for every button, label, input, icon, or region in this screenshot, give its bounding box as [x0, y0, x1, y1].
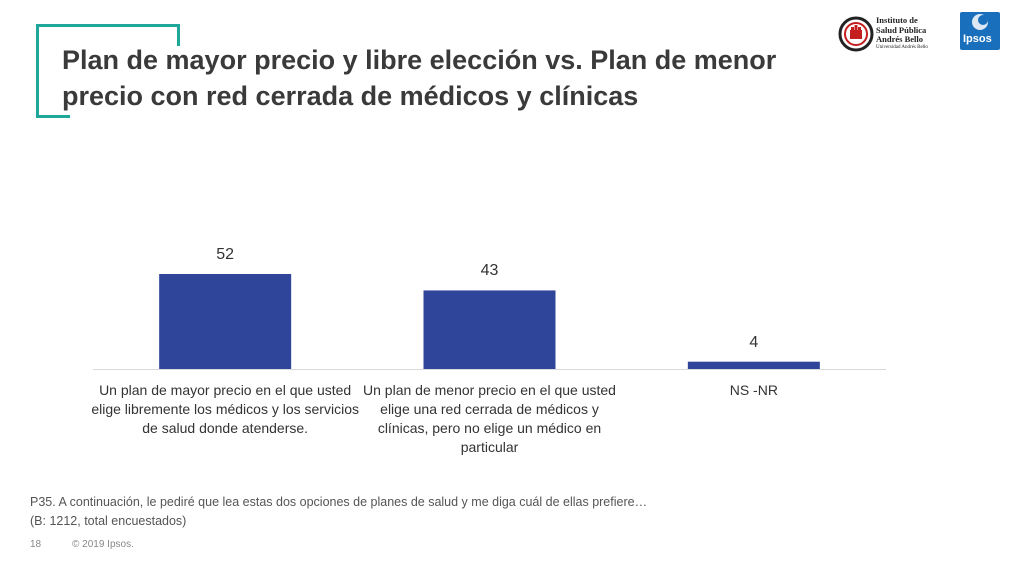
bar [159, 274, 292, 369]
institute-seal-icon [838, 16, 874, 52]
institute-subtitle: Universidad Andrés Bello [876, 45, 928, 50]
title-bracket-top [36, 24, 180, 27]
title-bracket-top-right [177, 24, 180, 46]
category-label: NS -NR [729, 382, 778, 398]
page-number: 18 [30, 539, 42, 550]
institute-name: Instituto de Salud Pública Andrés Bello [876, 15, 927, 45]
question-note: P35. A continuación, le pediré que lea e… [30, 493, 647, 531]
bar-value-label: 43 [480, 262, 499, 280]
institute-name-line: Andrés Bello [876, 34, 923, 44]
bar [423, 290, 556, 369]
category-label: Un plan de menor precio en el que usted … [363, 382, 616, 455]
copyright: © 2019 Ipsos. [72, 539, 134, 550]
bar-value-label: 52 [216, 246, 235, 263]
bar [687, 361, 820, 369]
ipsos-logo: Ipsos [960, 12, 1000, 50]
category-label: Un plan de mayor precio en el que usted … [91, 382, 359, 436]
title-bracket-bottom [36, 115, 70, 118]
ipsos-mark-icon [972, 14, 988, 30]
question-text: P35. A continuación, le pediré que lea e… [30, 495, 648, 509]
institute-name-line: Instituto de [876, 15, 918, 25]
institute-logo: Instituto de Salud Pública Andrés Bello … [838, 12, 938, 58]
page-title: Plan de mayor precio y libre elección vs… [62, 45, 777, 111]
ipsos-wordmark: Ipsos [963, 33, 992, 45]
bar-value-label: 4 [749, 333, 759, 351]
institute-name-line: Salud Pública [876, 24, 927, 35]
title-bracket [36, 24, 39, 118]
base-text: (B: 1212, total encuestados) [30, 514, 187, 528]
